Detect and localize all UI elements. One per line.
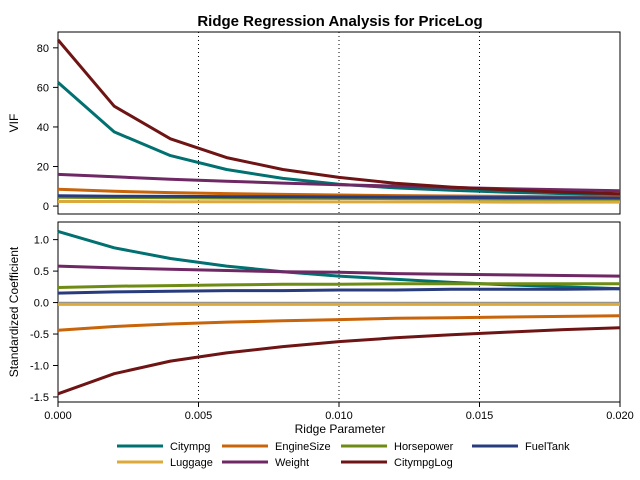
legend-item-horsepower: Horsepower xyxy=(341,441,454,453)
y-axis-label: VIF xyxy=(7,114,21,133)
legend-item-weight: Weight xyxy=(222,457,309,469)
chart-legend: Citympg EngineSize Horsepower FuelTank Lugga… xyxy=(117,441,570,469)
legend-label: CitympgLog xyxy=(394,457,453,469)
series-line-fueltank xyxy=(57,194,621,200)
series-line-citympg xyxy=(57,229,621,291)
y-tick-label: -1.5 xyxy=(30,392,49,404)
legend-item-enginesize: EngineSize xyxy=(222,441,331,453)
series-line-luggage xyxy=(58,200,620,204)
series-line-fueltank xyxy=(57,287,621,295)
y-tick-label: -0.5 xyxy=(30,329,49,341)
x-tick-label: 0.000 xyxy=(44,410,72,422)
series-line-weight xyxy=(57,172,621,193)
x-tick-label: 0.020 xyxy=(606,410,634,422)
legend-label: Horsepower xyxy=(394,441,454,453)
x-tick-label: 0.010 xyxy=(325,410,353,422)
legend-label: Citympg xyxy=(170,441,210,453)
chart-panels: 0 20 40 60 80 VIF -1.5 -1.0 -0.5 0.0 0.5 1.0 Standar… xyxy=(7,31,634,422)
y-tick-label: -1.0 xyxy=(30,360,49,372)
y-tick-label: 0 xyxy=(43,201,49,213)
legend-item-fueltank: FuelTank xyxy=(472,441,570,453)
legend-item-luggage: Luggage xyxy=(117,457,213,469)
x-tick-label: 0.015 xyxy=(466,410,494,422)
series-line-horsepower xyxy=(57,282,620,289)
y-tick-label: 0.0 xyxy=(34,298,49,310)
legend-label: EngineSize xyxy=(275,441,331,453)
legend-label: Luggage xyxy=(170,457,213,469)
y-tick-label: 0.5 xyxy=(34,266,49,278)
y-axis-label: Standardized Coefficient xyxy=(7,246,21,377)
panel-frame xyxy=(57,221,621,403)
chart-title: Ridge Regression Analysis for PriceLog xyxy=(197,13,482,30)
panel-coefficient: -1.5 -1.0 -0.5 0.0 0.5 1.0 Standardized Coeffi… xyxy=(7,221,634,422)
legend-label: Weight xyxy=(275,457,309,469)
y-tick-label: 80 xyxy=(37,43,49,55)
y-tick-label: 20 xyxy=(37,162,49,174)
legend-item-citympg: Citympg xyxy=(117,441,210,453)
y-tick-label: 60 xyxy=(37,82,49,94)
panel-vif: 0 20 40 60 80 VIF xyxy=(7,31,621,215)
series-line-citympglog xyxy=(57,326,621,396)
y-tick-label: 40 xyxy=(37,122,49,134)
legend-label: FuelTank xyxy=(525,441,570,453)
series-line-enginesize xyxy=(57,314,621,332)
x-axis-label: Ridge Parameter xyxy=(295,422,386,436)
legend-item-citympglog: CitympgLog xyxy=(341,457,453,469)
y-tick-label: 1.0 xyxy=(34,235,49,247)
series-line-citympglog xyxy=(56,38,621,196)
x-tick-label: 0.005 xyxy=(185,410,213,422)
series-line-weight xyxy=(57,264,621,278)
